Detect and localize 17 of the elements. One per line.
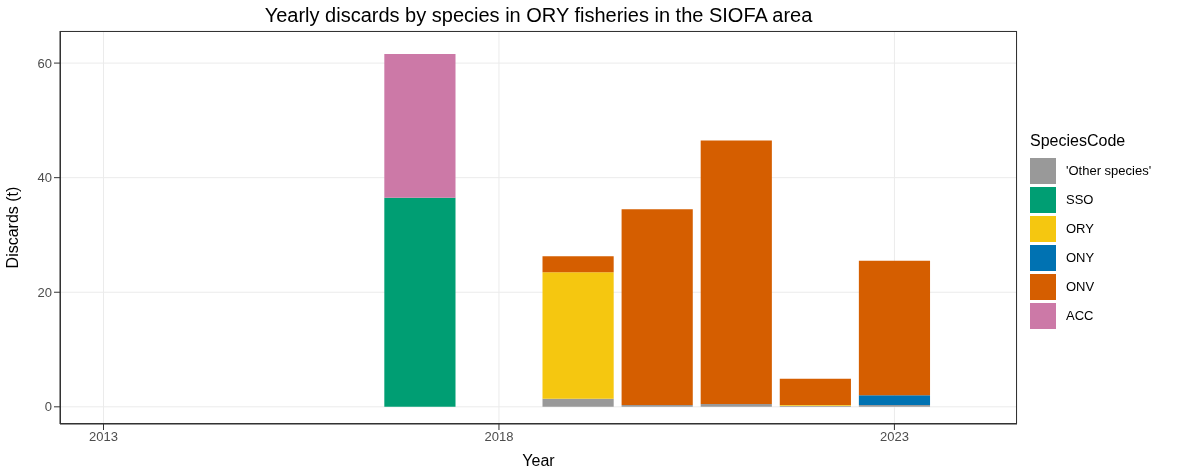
legend-label: SSO — [1066, 192, 1094, 207]
legend-label: ACC — [1066, 308, 1094, 323]
y-tick-label: 0 — [44, 399, 52, 415]
x-tick-label: 2023 — [879, 429, 909, 445]
chart-title: Yearly discards by species in ORY fisheries in the SIOFA area — [263, 4, 814, 27]
legend-title: SpeciesCode — [1030, 132, 1127, 150]
x-tick-label: 2013 — [89, 429, 118, 445]
legend-label: ONV — [1066, 279, 1095, 294]
y-axis-title: Discards (t) — [3, 186, 21, 269]
y-tick-label: 20 — [37, 284, 52, 300]
y-tick-label: 60 — [37, 55, 52, 71]
y-tick-label: 40 — [37, 170, 52, 186]
legend-label: ONY — [1066, 250, 1095, 265]
legend-label: ORY — [1066, 221, 1094, 236]
x-axis-title: Year — [522, 452, 556, 468]
legend-label: 'Other species' — [1066, 163, 1152, 178]
x-tick-label: 2018 — [484, 429, 514, 445]
